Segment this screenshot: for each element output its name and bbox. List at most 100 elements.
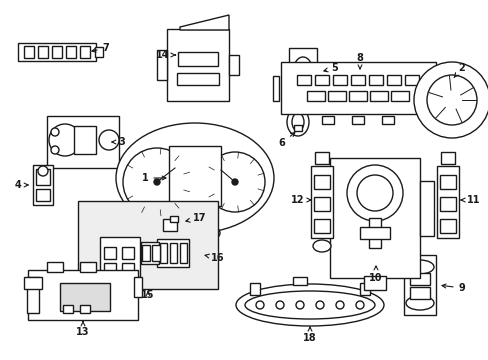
Bar [47, 116, 119, 168]
Circle shape [38, 166, 48, 176]
Bar [80, 305, 90, 313]
Text: 11: 11 [460, 195, 480, 205]
Bar [390, 91, 408, 101]
Bar [33, 165, 53, 205]
Text: 13: 13 [76, 321, 90, 337]
Bar [170, 216, 178, 222]
Circle shape [51, 146, 59, 154]
Bar [288, 48, 316, 103]
Bar [439, 175, 455, 189]
Bar [142, 245, 150, 261]
Bar [296, 75, 310, 85]
Bar [348, 91, 366, 101]
Bar [18, 43, 96, 61]
Text: 7: 7 [92, 43, 109, 53]
Bar [159, 243, 166, 263]
Text: 2: 2 [453, 63, 465, 77]
Bar [38, 46, 48, 58]
Text: 10: 10 [368, 266, 382, 283]
Circle shape [275, 301, 284, 309]
Text: 5: 5 [323, 63, 338, 73]
Circle shape [346, 165, 402, 221]
Ellipse shape [312, 240, 330, 252]
Circle shape [170, 228, 180, 238]
Text: 14: 14 [156, 50, 175, 60]
Ellipse shape [405, 260, 433, 274]
Bar [100, 237, 140, 277]
Polygon shape [180, 15, 228, 30]
Bar [313, 197, 329, 211]
Text: 15: 15 [141, 290, 154, 300]
Bar [409, 287, 429, 299]
Bar [351, 116, 363, 124]
Bar [157, 50, 167, 80]
Bar [329, 158, 419, 278]
Bar [134, 277, 142, 297]
Circle shape [335, 301, 343, 309]
Text: 18: 18 [303, 327, 316, 343]
Ellipse shape [405, 296, 433, 310]
Circle shape [295, 301, 304, 309]
Circle shape [355, 301, 363, 309]
Bar [66, 46, 76, 58]
Bar [249, 283, 260, 295]
Bar [177, 73, 219, 85]
Circle shape [296, 63, 308, 75]
Bar [409, 273, 429, 285]
Bar [80, 262, 96, 272]
Circle shape [51, 128, 59, 136]
Bar [359, 283, 369, 295]
Text: 17: 17 [185, 213, 206, 223]
Bar [36, 169, 50, 185]
Bar [178, 52, 218, 66]
Bar [74, 126, 96, 154]
Bar [24, 46, 34, 58]
Circle shape [413, 62, 488, 138]
Bar [292, 277, 306, 285]
Bar [327, 91, 346, 101]
Bar [24, 277, 42, 289]
Circle shape [426, 75, 476, 125]
Text: 9: 9 [441, 283, 465, 293]
Bar [368, 218, 380, 248]
Text: 16: 16 [204, 253, 224, 263]
Bar [28, 270, 138, 320]
Bar [439, 219, 455, 233]
Bar [313, 175, 329, 189]
Bar [167, 29, 228, 101]
Bar [141, 242, 159, 264]
Bar [403, 255, 435, 315]
Bar [314, 152, 328, 164]
Bar [310, 166, 332, 238]
Bar [313, 219, 329, 233]
Ellipse shape [286, 108, 308, 136]
Text: 12: 12 [291, 195, 310, 205]
Bar [272, 76, 279, 100]
Ellipse shape [244, 291, 374, 319]
Bar [169, 146, 221, 206]
Circle shape [315, 301, 324, 309]
Bar [27, 277, 39, 313]
Bar [359, 227, 389, 239]
Bar [315, 180, 329, 235]
Text: 1: 1 [142, 173, 165, 183]
Bar [404, 75, 418, 85]
Bar [63, 305, 73, 313]
Bar [280, 62, 435, 114]
Bar [47, 262, 63, 272]
Bar [179, 243, 186, 263]
Circle shape [191, 230, 199, 238]
Bar [104, 247, 116, 259]
Bar [439, 197, 455, 211]
Circle shape [49, 124, 81, 156]
Bar [363, 276, 385, 290]
Bar [440, 152, 454, 164]
Ellipse shape [291, 113, 304, 131]
Bar [80, 46, 90, 58]
Bar [163, 219, 177, 231]
Bar [95, 47, 103, 57]
Bar [436, 166, 458, 238]
Circle shape [154, 179, 160, 185]
Bar [321, 116, 333, 124]
Circle shape [356, 175, 392, 211]
